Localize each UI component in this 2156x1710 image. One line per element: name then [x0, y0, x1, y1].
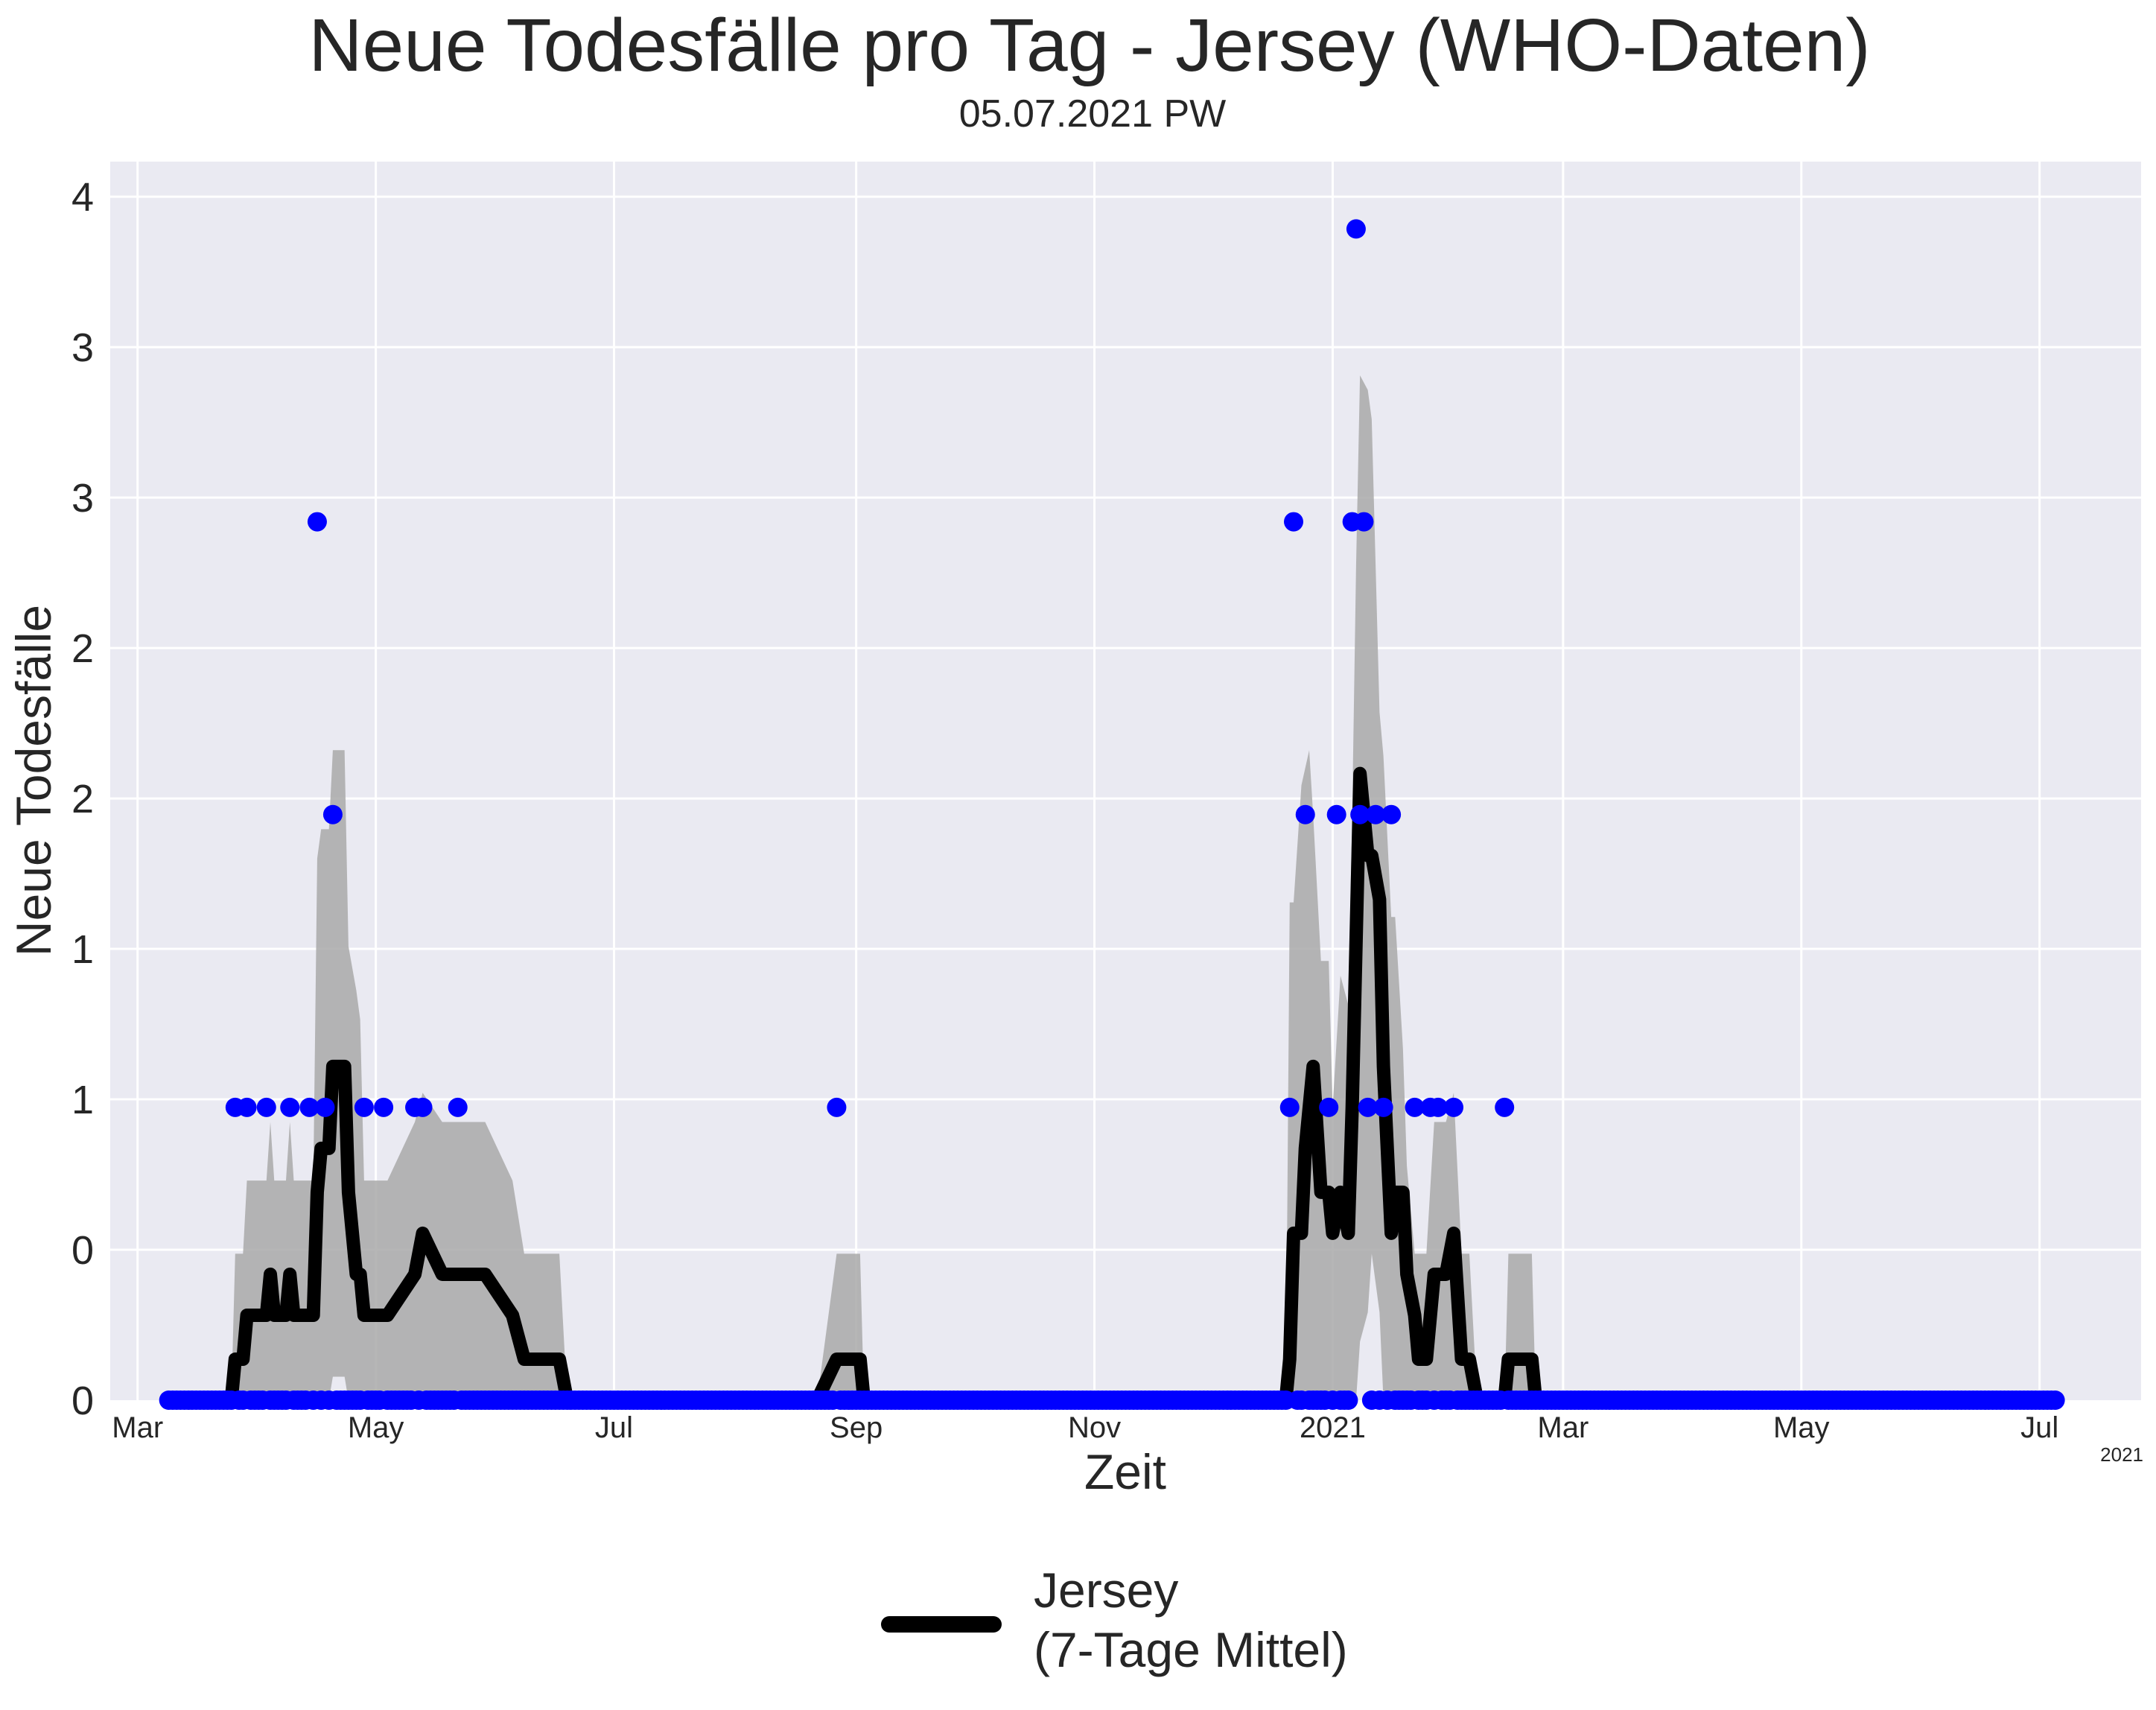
data-point: [1338, 1390, 1358, 1410]
data-point: [1354, 512, 1374, 532]
data-point: [448, 1097, 468, 1117]
points-layer: [159, 219, 2065, 1410]
x-tick-label: May: [1773, 1411, 1830, 1444]
data-point: [1373, 1097, 1393, 1117]
data-point: [827, 1097, 847, 1117]
data-point: [299, 1097, 319, 1117]
y-tick-label: 2: [71, 626, 94, 671]
x-tick-label: Jul: [2020, 1411, 2058, 1444]
y-tick-label: 2: [71, 777, 94, 821]
x-tick-label: Jul: [595, 1411, 633, 1444]
data-point: [280, 1097, 300, 1117]
data-point: [1444, 1097, 1464, 1117]
data-point: [1284, 512, 1304, 532]
x-tick-label: Nov: [1068, 1411, 1121, 1444]
data-point: [354, 1097, 374, 1117]
data-point: [2045, 1390, 2065, 1410]
data-point: [237, 1097, 257, 1117]
data-point: [1366, 804, 1386, 824]
data-point: [315, 1097, 335, 1117]
data-point: [374, 1097, 394, 1117]
x-tick-labels: Mar May Jul Sep Nov 2021 Mar May Jul: [112, 1411, 2058, 1444]
x-tick-label: Sep: [830, 1411, 883, 1444]
x-tick-label: Mar: [1537, 1411, 1589, 1444]
y-tick-label: 3: [71, 476, 94, 521]
chart-subtitle: 05.07.2021 PW: [959, 92, 1226, 136]
data-point: [1319, 1097, 1339, 1117]
y-tick-label: 1: [71, 1078, 94, 1122]
legend: Jersey (7-Tage Mittel): [881, 1563, 1348, 1677]
data-point: [1495, 1097, 1515, 1117]
y-tick-label: 3: [71, 325, 94, 370]
data-point: [1346, 219, 1366, 239]
y-axis-label: Neue Todesfälle: [6, 605, 61, 956]
x-tick-label: 2021: [1300, 1411, 1366, 1444]
data-point: [1326, 804, 1346, 824]
y-tick-label: 0: [71, 1379, 94, 1423]
grid: [110, 162, 2141, 1400]
series-line: [162, 766, 2062, 1407]
data-point: [1350, 804, 1370, 824]
y-tick-label: 1: [71, 927, 94, 972]
y-tick-labels: 0 0 1 1 2 2 3 3 4: [71, 175, 94, 1423]
data-point: [307, 512, 327, 532]
data-point: [1428, 1097, 1449, 1117]
legend-label: Jersey (7-Tage Mittel): [1034, 1563, 1348, 1677]
line-layer: [162, 766, 2062, 1407]
y-tick-label: 0: [71, 1228, 94, 1273]
data-point: [1295, 804, 1315, 824]
legend-label-line: (7-Tage Mittel): [1034, 1622, 1348, 1677]
data-point: [256, 1097, 276, 1117]
data-point: [322, 804, 343, 824]
x-tick-label: Mar: [112, 1411, 163, 1444]
data-point: [413, 1097, 433, 1117]
data-point: [1381, 804, 1402, 824]
x-tick-label: May: [348, 1411, 404, 1444]
data-point: [1405, 1097, 1425, 1117]
x-axis-label: Zeit: [1084, 1444, 1166, 1499]
data-point: [1279, 1097, 1300, 1117]
data-point: [1358, 1097, 1378, 1117]
y-tick-label: 4: [71, 175, 94, 220]
x-axis-offset-label: 2021: [2100, 1443, 2143, 1466]
legend-label-line: Jersey: [1034, 1563, 1178, 1618]
chart-title: Neue Todesfälle pro Tag - Jersey (WHO-Da…: [308, 4, 1870, 87]
